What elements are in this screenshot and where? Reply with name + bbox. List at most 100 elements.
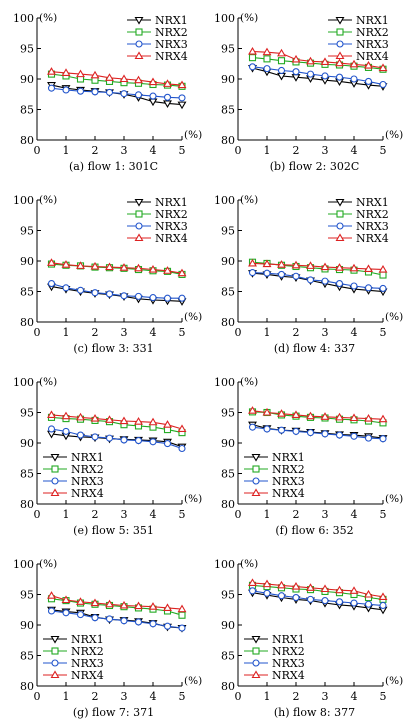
data-point-nrx3 <box>91 88 99 96</box>
y-tick-label: 80 <box>20 316 34 329</box>
data-point-nrx3 <box>248 63 257 71</box>
data-point-nrx3 <box>91 614 99 622</box>
data-point-nrx4 <box>277 260 286 268</box>
data-point-nrx2 <box>248 54 257 62</box>
y-tick-label: 90 <box>221 437 235 450</box>
data-point-nrx3 <box>149 294 157 302</box>
legend-label: NRX3 <box>155 38 188 51</box>
legend-label: NRX1 <box>71 633 104 646</box>
data-point-nrx3 <box>149 92 157 100</box>
y-tick-label: 95 <box>20 589 34 602</box>
y-tick-label: 100 <box>214 376 235 389</box>
data-point-nrx3 <box>321 430 329 438</box>
data-point-nrx3 <box>321 277 329 285</box>
series-line-nrx4 <box>252 50 384 69</box>
x-tick-label: 0 <box>34 144 41 157</box>
y-tick-label: 90 <box>20 255 34 268</box>
series-line-nrx3 <box>51 428 183 450</box>
y-tick-label: 100 <box>214 12 235 25</box>
x-tick-label: 4 <box>351 508 358 521</box>
data-point-nrx3 <box>47 280 56 288</box>
series-line-nrx1 <box>51 84 183 106</box>
data-point-nrx4 <box>320 412 330 420</box>
legend-marker <box>335 16 345 25</box>
series-line-nrx1 <box>252 592 384 611</box>
x-axis-unit: (%) <box>385 311 403 323</box>
legend-label: NRX1 <box>272 633 305 646</box>
data-point-nrx4 <box>105 262 114 271</box>
x-tick-label: 0 <box>34 326 41 339</box>
data-point-nrx3 <box>163 93 172 101</box>
legend-label: NRX2 <box>155 208 188 221</box>
data-point-nrx4 <box>177 268 187 277</box>
data-point-nrx4 <box>378 592 388 600</box>
data-point-nrx3 <box>364 600 373 608</box>
legend-label: NRX4 <box>272 669 305 682</box>
data-point-nrx4 <box>320 57 330 65</box>
data-point-nrx3 <box>364 284 373 292</box>
x-tick-label: 3 <box>322 144 329 157</box>
series-line-nrx1 <box>252 272 384 293</box>
series-line-nrx2 <box>252 57 384 70</box>
data-point-nrx4 <box>119 600 129 609</box>
legend-marker <box>251 453 261 462</box>
data-point-nrx4 <box>364 414 373 422</box>
data-point-nrx3 <box>47 84 56 92</box>
data-point-nrx3 <box>335 73 344 81</box>
data-point-nrx4 <box>364 60 373 69</box>
data-point-nrx4 <box>277 409 286 417</box>
series-line-nrx3 <box>51 283 182 299</box>
series-line-nrx2 <box>51 416 183 434</box>
x-tick-label: 0 <box>34 690 41 703</box>
data-point-nrx4 <box>378 63 388 72</box>
legend-label: NRX4 <box>356 50 389 63</box>
series-line-nrx1 <box>51 286 183 302</box>
legend-marker <box>134 51 144 60</box>
series-line-nrx3 <box>252 426 384 440</box>
y-tick-label: 90 <box>221 255 235 268</box>
data-point-nrx3 <box>335 431 344 439</box>
x-tick-label: 5 <box>179 508 186 521</box>
legend-marker <box>51 659 59 667</box>
x-axis-unit: (%) <box>385 675 403 687</box>
data-point-nrx4 <box>148 264 158 273</box>
data-point-nrx3 <box>292 68 300 76</box>
legend-marker <box>51 647 59 655</box>
legend-marker <box>251 635 261 644</box>
y-tick-label: 80 <box>221 680 235 693</box>
y-tick-label: 90 <box>221 619 235 632</box>
data-point-nrx3 <box>263 589 271 597</box>
data-point-nrx3 <box>379 80 387 89</box>
data-point-nrx3 <box>379 284 387 293</box>
data-point-nrx4 <box>177 80 187 89</box>
data-point-nrx3 <box>248 587 257 595</box>
series-line-nrx3 <box>51 87 183 99</box>
y-tick-label: 100 <box>13 376 34 389</box>
legend-marker <box>51 477 59 485</box>
y-tick-label: 85 <box>20 286 34 299</box>
panel-caption: (h) flow 8: 377 <box>274 706 355 719</box>
x-tick-label: 1 <box>264 508 271 521</box>
legend-label: NRX3 <box>356 220 389 233</box>
panel-caption: (c) flow 3: 331 <box>73 342 153 355</box>
legend-label: NRX2 <box>356 26 389 39</box>
panel-caption: (g) flow 7: 371 <box>73 706 154 719</box>
data-point-nrx3 <box>178 94 186 102</box>
data-point-nrx3 <box>277 426 286 434</box>
legend-label: NRX4 <box>155 232 188 245</box>
data-point-nrx3 <box>105 290 114 298</box>
data-point-nrx3 <box>263 269 271 277</box>
legend-label: NRX4 <box>356 232 389 245</box>
legend-label: NRX4 <box>71 487 104 500</box>
x-tick-label: 1 <box>63 508 70 521</box>
data-point-nrx4 <box>163 420 172 428</box>
x-tick-label: 3 <box>121 508 128 521</box>
legend-label: NRX3 <box>155 220 188 233</box>
x-tick-label: 1 <box>63 144 70 157</box>
data-point-nrx3 <box>321 72 329 80</box>
legend-label: NRX1 <box>272 451 305 464</box>
y-tick-label: 100 <box>13 558 34 571</box>
legend-label: NRX1 <box>155 196 188 209</box>
